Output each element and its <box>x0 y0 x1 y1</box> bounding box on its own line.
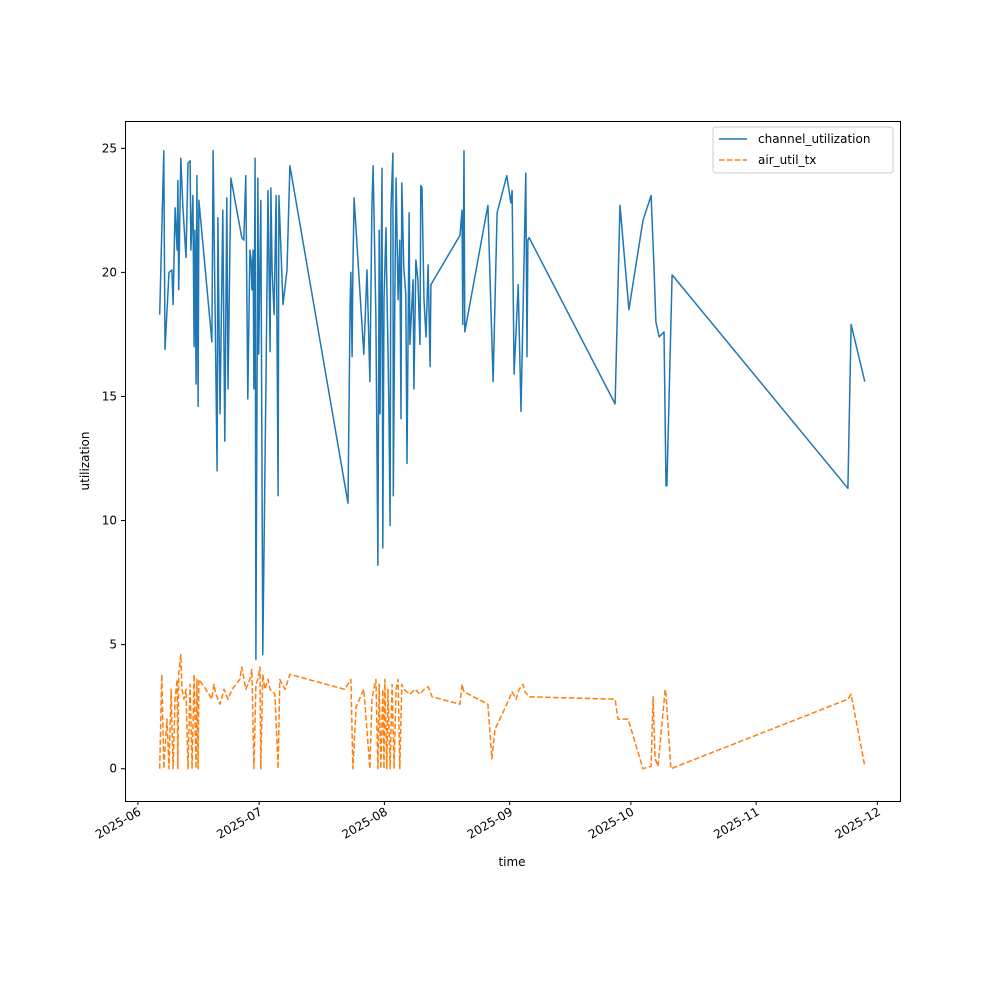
legend-label-channel-utilization: channel_utilization <box>758 132 870 146</box>
y-tick-label: 10 <box>102 514 117 528</box>
x-tick-label: 2025-08 <box>339 804 389 841</box>
y-axis-label: utilization <box>78 432 92 491</box>
x-axis: 2025-06 2025-07 2025-08 2025-09 2025-10 2025-… <box>93 801 883 842</box>
x-tick-label: 2025-10 <box>586 804 636 841</box>
y-tick-label: 25 <box>102 141 117 155</box>
axes-frame <box>125 121 901 802</box>
x-tick-label: 2025-09 <box>465 804 515 841</box>
x-tick-label: 2025-07 <box>214 804 264 841</box>
series-line-air-util-tx <box>158 653 866 770</box>
series-line-channel-utilization <box>158 150 866 661</box>
legend-box <box>712 126 894 174</box>
y-axis: 0 5 10 15 20 25 <box>102 141 125 776</box>
y-tick-label: 0 <box>109 762 117 776</box>
y-tick-label: 5 <box>109 638 117 652</box>
x-tick-label: 2025-12 <box>832 804 882 841</box>
x-axis-label: time <box>498 855 525 869</box>
y-tick-label: 15 <box>102 389 117 403</box>
legend-label-air-util-tx: air_util_tx <box>758 153 816 167</box>
y-tick-label: 20 <box>102 265 117 279</box>
series-layer <box>158 150 866 770</box>
x-tick-label: 2025-06 <box>93 804 143 841</box>
x-tick-label: 2025-11 <box>711 804 761 841</box>
legend: channel_utilization air_util_tx <box>712 126 894 174</box>
